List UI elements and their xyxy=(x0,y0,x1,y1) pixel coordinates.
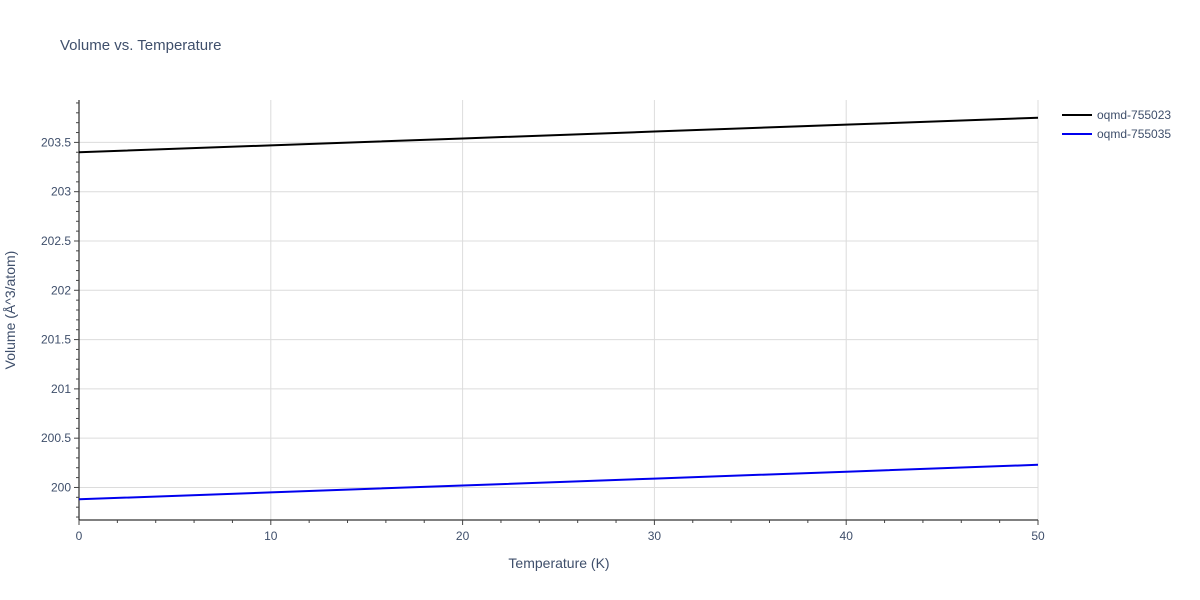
series-line-oqmd-755035 xyxy=(78,463,1039,501)
legend: oqmd-755023 oqmd-755035 xyxy=(1062,108,1171,141)
y-tick-label: 203.5 xyxy=(41,135,71,149)
y-tick-label: 201.5 xyxy=(41,333,71,347)
y-tick-label: 201 xyxy=(51,382,71,396)
x-tick-label: 20 xyxy=(456,529,470,543)
series-line-oqmd-755023 xyxy=(78,116,1039,154)
y-tick-label: 202.5 xyxy=(41,234,71,248)
y-axis-title: Volume (Å^3/atom) xyxy=(2,251,18,370)
y-tick-label: 200 xyxy=(51,480,71,494)
x-tick-label: 0 xyxy=(76,529,83,543)
tick-labels: 0 10 20 30 40 50 200 200.5 201 201.5 202 202.5 203 20… xyxy=(41,135,1045,543)
x-axis-title: Temperature (K) xyxy=(508,555,609,571)
grid xyxy=(79,100,1039,520)
legend-label: oqmd-755035 xyxy=(1097,127,1171,141)
chart-title: Volume vs. Temperature xyxy=(60,37,221,54)
y-tick-label: 202 xyxy=(51,283,71,297)
x-tick-label: 50 xyxy=(1031,529,1045,543)
x-tick-label: 40 xyxy=(840,529,854,543)
x-tick-label: 10 xyxy=(264,529,278,543)
legend-label: oqmd-755023 xyxy=(1097,108,1171,122)
plot-series xyxy=(78,116,1039,501)
y-tick-label: 203 xyxy=(51,185,71,199)
y-tick-label: 200.5 xyxy=(41,431,71,445)
axes xyxy=(74,100,1039,525)
x-tick-label: 30 xyxy=(648,529,662,543)
